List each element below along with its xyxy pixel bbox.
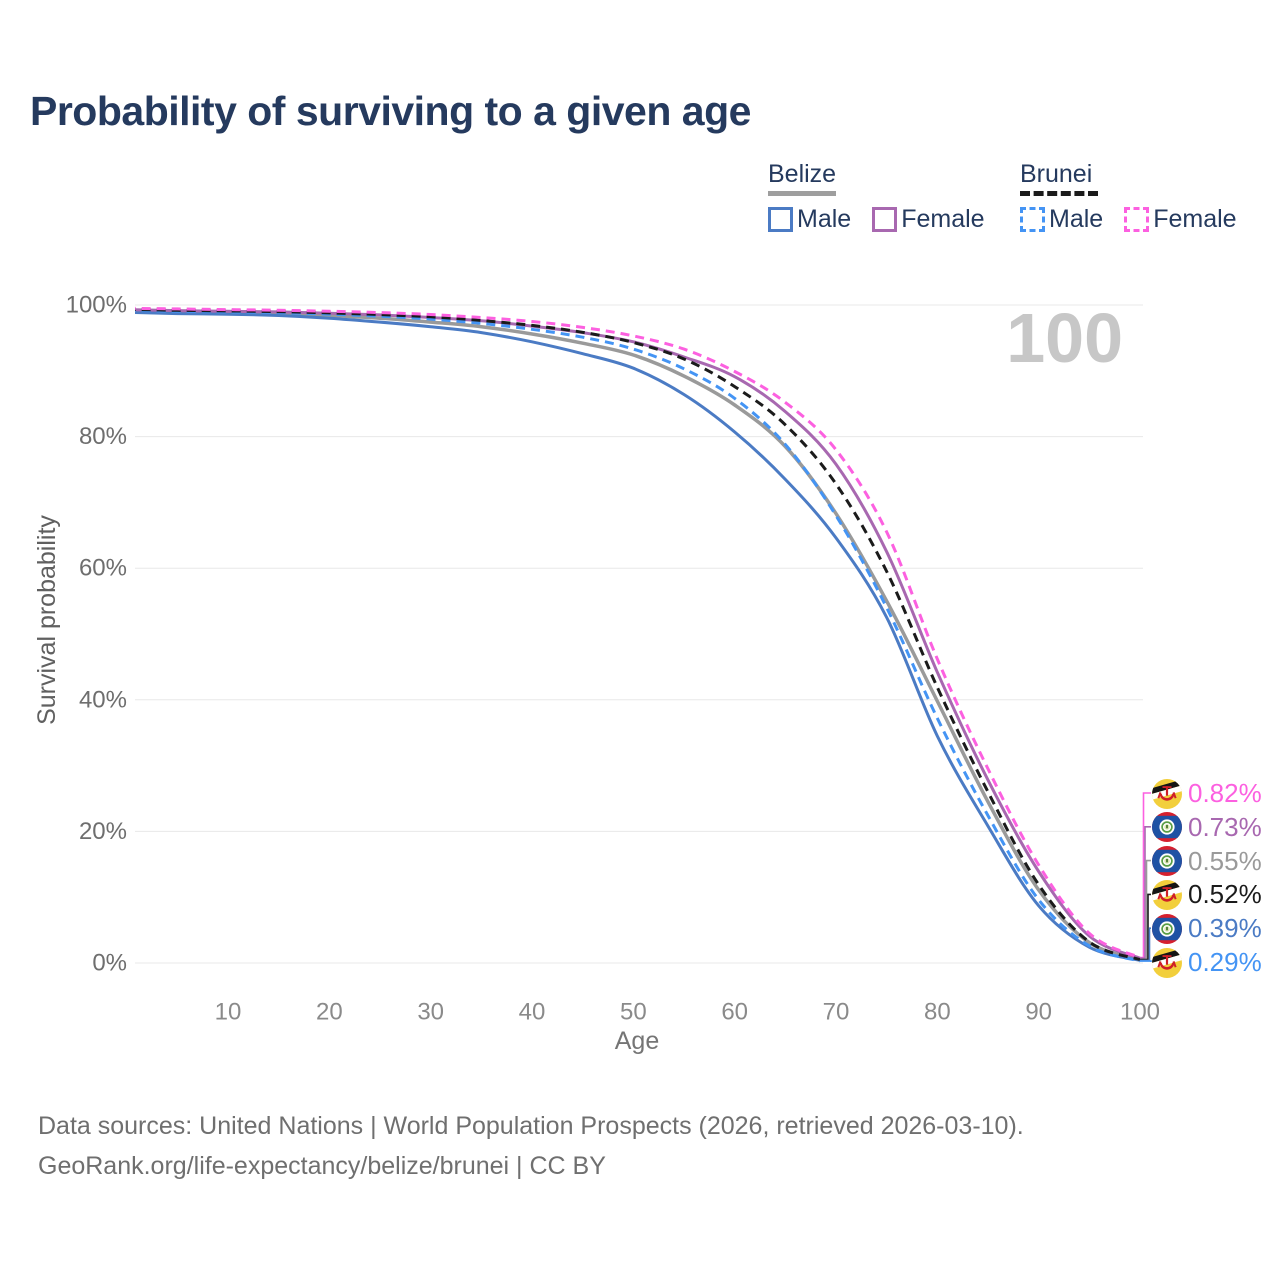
page-title: Probability of surviving to a given age	[30, 88, 751, 134]
legend-item-label: Male	[797, 205, 852, 233]
brunei-line-style-sample	[1020, 191, 1098, 196]
attribution-line: GeoRank.org/life-expectancy/belize/brune…	[38, 1152, 606, 1180]
end-label-value: 0.73%	[1188, 811, 1262, 842]
y-tick-label: 100%	[66, 292, 127, 319]
legend: Belize Male Female Brunei Male	[0, 161, 1280, 241]
x-axis-title: Age	[615, 1027, 659, 1055]
y-tick-label: 0%	[92, 950, 127, 977]
end-label-value: 0.29%	[1188, 947, 1262, 977]
y-axis-title: Survival probability	[33, 515, 61, 725]
end-label-value: 0.39%	[1188, 913, 1262, 944]
x-tick-label: 20	[316, 999, 343, 1026]
end-label-belize-male: 0.39%	[1152, 913, 1262, 944]
legend-item-label: Female	[1153, 205, 1237, 233]
legend-item-label: Male	[1049, 205, 1104, 233]
end-label-belize-female: 0.73%	[1152, 812, 1262, 843]
end-label-brunei-female: 0.82%	[1152, 778, 1262, 809]
end-label-value: 0.55%	[1188, 845, 1262, 876]
belize-line-style-sample	[768, 191, 836, 196]
x-tick-label: 50	[620, 999, 647, 1026]
plot-area[interactable]	[135, 295, 1143, 963]
end-label-brunei-total: 0.52%	[1152, 879, 1262, 910]
y-tick-label: 80%	[79, 423, 127, 450]
end-label-brunei-male: 0.29%	[1152, 947, 1262, 978]
brunei-female-swatch	[1124, 207, 1150, 232]
end-label-belize-total: 0.55%	[1152, 846, 1262, 877]
legend-item-belize-male[interactable]: Male	[768, 205, 851, 234]
x-tick-label: 90	[1025, 999, 1052, 1026]
brunei-flag-icon	[1152, 778, 1182, 809]
legend-group-title-brunei[interactable]: Brunei	[1020, 160, 1093, 188]
belize-flag-icon	[1152, 846, 1182, 877]
end-label-value: 0.52%	[1188, 879, 1262, 910]
y-tick-label: 60%	[79, 555, 127, 582]
legend-group-brunei: Brunei Male Female	[1020, 160, 1237, 233]
legend-item-belize-female[interactable]: Female	[872, 205, 985, 234]
legend-group-title-belize[interactable]: Belize	[768, 160, 837, 188]
y-tick-label: 20%	[79, 818, 127, 845]
belize-female-swatch	[872, 207, 898, 232]
hovered-age-indicator: 100	[1006, 299, 1123, 377]
data-sources-line: Data sources: United Nations | World Pop…	[38, 1112, 1024, 1140]
legend-group-belize: Belize Male Female	[768, 160, 985, 233]
legend-item-brunei-male[interactable]: Male	[1020, 205, 1103, 234]
footer: Data sources: United Nations | World Pop…	[38, 1106, 1024, 1186]
end-label-connector	[1140, 826, 1151, 959]
x-tick-label: 80	[924, 999, 951, 1026]
belize-male-swatch	[768, 207, 793, 232]
belize-flag-icon	[1152, 812, 1182, 843]
curve-brunei-female	[135, 306, 1141, 959]
x-tick-label: 70	[823, 999, 850, 1026]
y-tick-label: 40%	[79, 686, 127, 713]
brunei-flag-icon	[1152, 879, 1182, 910]
curve-belize-male	[135, 310, 1141, 962]
brunei-flag-icon	[1152, 947, 1182, 978]
x-tick-label: 40	[519, 999, 546, 1026]
end-label-connector	[1140, 960, 1152, 962]
x-tick-label: 30	[417, 999, 444, 1026]
x-tick-label: 100	[1120, 999, 1160, 1026]
belize-flag-icon	[1152, 913, 1182, 944]
x-tick-label: 10	[215, 999, 242, 1026]
legend-item-brunei-female[interactable]: Female	[1124, 205, 1237, 234]
brunei-male-swatch	[1020, 207, 1045, 232]
legend-item-label: Female	[901, 205, 985, 233]
end-label-value: 0.82%	[1188, 778, 1262, 808]
end-label-connector	[1140, 893, 1151, 961]
x-tick-label: 60	[721, 999, 748, 1026]
